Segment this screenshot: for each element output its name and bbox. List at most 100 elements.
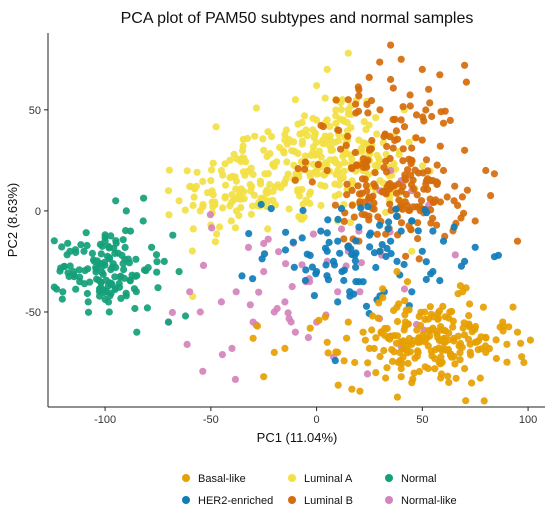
point-basal-like [466,300,474,308]
point-luminal-b [365,73,373,81]
point-normal [60,262,68,270]
point-luminal-b [308,178,316,186]
point-her2-enriched [355,278,363,286]
point-luminal-a [216,223,224,231]
point-basal-like [444,372,452,380]
point-luminal-a [190,193,198,201]
point-basal-like [379,285,387,293]
point-luminal-b [340,217,348,225]
point-luminal-a [189,201,197,209]
point-luminal-a [336,175,345,183]
point-luminal-b [417,197,426,205]
point-luminal-a [306,172,314,181]
point-basal-like [372,334,380,342]
point-luminal-b [376,106,384,114]
point-luminal-b [424,167,432,175]
point-normal [115,283,124,291]
point-luminal-b [471,217,479,225]
point-luminal-b [314,161,322,169]
point-luminal-a [298,118,306,127]
point-her2-enriched [384,225,392,233]
point-basal-like [435,336,443,345]
legend-label: Luminal A [304,473,353,485]
point-luminal-b [399,103,407,111]
legend-label: Luminal B [304,495,353,507]
point-luminal-b [446,116,454,124]
point-luminal-b [348,164,356,172]
point-luminal-b [414,219,422,227]
point-normal [140,194,148,202]
point-luminal-a [192,182,200,190]
point-luminal-b [450,197,458,205]
point-luminal-a [219,204,227,212]
legend-label: Normal-like [401,495,457,507]
point-normal-like [199,261,208,269]
point-basal-like [344,318,352,326]
point-basal-like [340,357,348,365]
point-basal-like [479,303,487,311]
point-basal-like [375,299,383,307]
point-her2-enriched [336,249,344,257]
series-her2-enriched [238,200,502,365]
point-luminal-a [344,106,352,114]
point-luminal-a [281,136,289,144]
point-normal [82,229,90,237]
point-luminal-a [212,123,220,131]
point-luminal-b [355,92,363,100]
point-her2-enriched [298,234,306,242]
point-luminal-a [313,150,321,158]
point-basal-like [368,312,377,320]
point-her2-enriched [365,231,374,239]
point-basal-like [403,278,412,286]
point-luminal-a [181,206,189,214]
point-luminal-a [183,167,191,175]
point-normal [119,236,127,244]
point-basal-like [466,348,474,356]
legend-swatch [385,496,393,504]
point-normal-like [400,285,409,293]
point-basal-like [421,308,429,316]
point-luminal-a [209,203,217,211]
point-luminal-a [405,138,413,146]
point-luminal-a [281,179,289,187]
point-luminal-a [189,225,197,233]
point-luminal-a [228,191,236,199]
point-basal-like [426,303,434,311]
legend-label: Normal [401,473,436,485]
point-basal-like [408,379,416,387]
point-normal-like [270,308,278,316]
point-luminal-a [382,208,390,216]
point-basal-like [482,334,490,342]
point-basal-like [374,314,382,322]
point-luminal-a [325,141,333,149]
point-luminal-b [436,142,444,150]
point-normal [84,298,92,306]
point-basal-like [368,326,376,334]
point-luminal-b [294,165,302,173]
point-normal [144,264,152,272]
point-luminal-b [399,145,407,153]
point-luminal-a [326,122,334,131]
point-basal-like [456,282,464,290]
point-normal [104,282,112,290]
point-luminal-a [247,210,255,218]
point-normal [83,241,91,250]
point-luminal-b [432,196,440,204]
point-luminal-b [413,191,421,199]
point-luminal-b [402,252,410,260]
point-normal [133,328,141,336]
point-basal-like [456,339,465,348]
point-luminal-b [367,97,376,105]
y-axis-label: PC2 (8.63%) [5,183,20,257]
point-normal [117,294,125,302]
point-normal [130,285,138,293]
point-luminal-a [264,170,272,178]
point-normal [104,298,113,306]
point-basal-like [260,373,268,381]
point-luminal-a [211,238,219,246]
point-luminal-b [390,182,398,190]
point-luminal-b [427,219,435,227]
point-luminal-b [354,182,362,190]
point-normal [112,239,120,247]
